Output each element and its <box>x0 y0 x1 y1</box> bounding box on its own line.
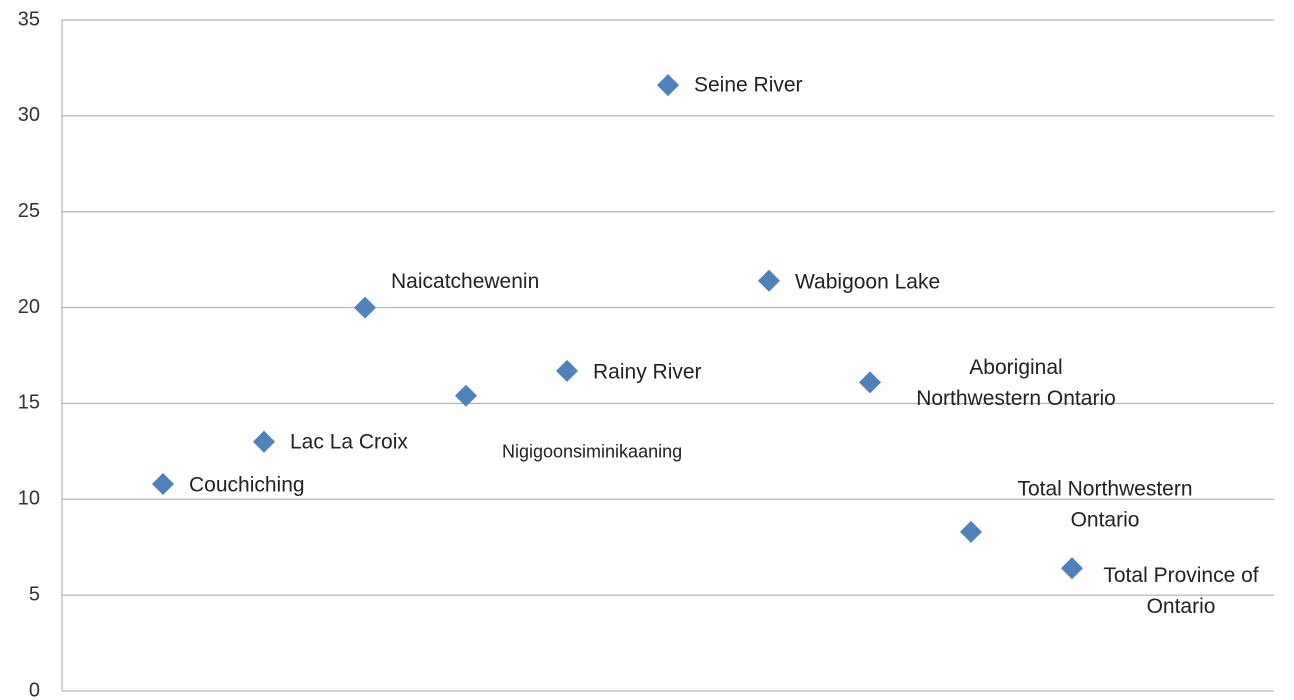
y-tick-label: 20 <box>18 296 40 318</box>
point-label: Ontario <box>1147 595 1216 618</box>
point-label: Total Northwestern <box>1017 477 1192 500</box>
point-label: Nigigoonsiminikaaning <box>502 442 682 462</box>
point-label: Ontario <box>1071 508 1140 531</box>
point-label: Rainy River <box>593 360 702 383</box>
point-label: Naicatchewenin <box>391 270 539 293</box>
point <box>758 269 780 292</box>
point <box>556 359 578 382</box>
point <box>455 384 477 407</box>
point-label: Total Province of <box>1103 564 1258 587</box>
point <box>657 74 679 97</box>
y-tick-label: 15 <box>18 392 40 414</box>
point-label: Couchiching <box>189 473 305 496</box>
y-tick-label: 35 <box>18 8 40 30</box>
y-tick-label: 10 <box>18 488 40 510</box>
point <box>152 472 174 495</box>
y-tick-label: 0 <box>29 679 40 700</box>
point-label: Wabigoon Lake <box>795 270 940 293</box>
point <box>1061 557 1083 580</box>
y-tick-label: 30 <box>18 104 40 126</box>
point <box>859 371 881 394</box>
point <box>253 430 275 453</box>
y-tick-label: 25 <box>18 200 40 222</box>
point-label: Aboriginal <box>969 356 1062 379</box>
point <box>960 520 982 543</box>
point <box>354 296 376 319</box>
y-tick-label: 5 <box>29 583 40 605</box>
point-label: Northwestern Ontario <box>916 387 1116 410</box>
point-label: Lac La Croix <box>290 430 408 453</box>
point-label: Seine River <box>694 74 803 97</box>
